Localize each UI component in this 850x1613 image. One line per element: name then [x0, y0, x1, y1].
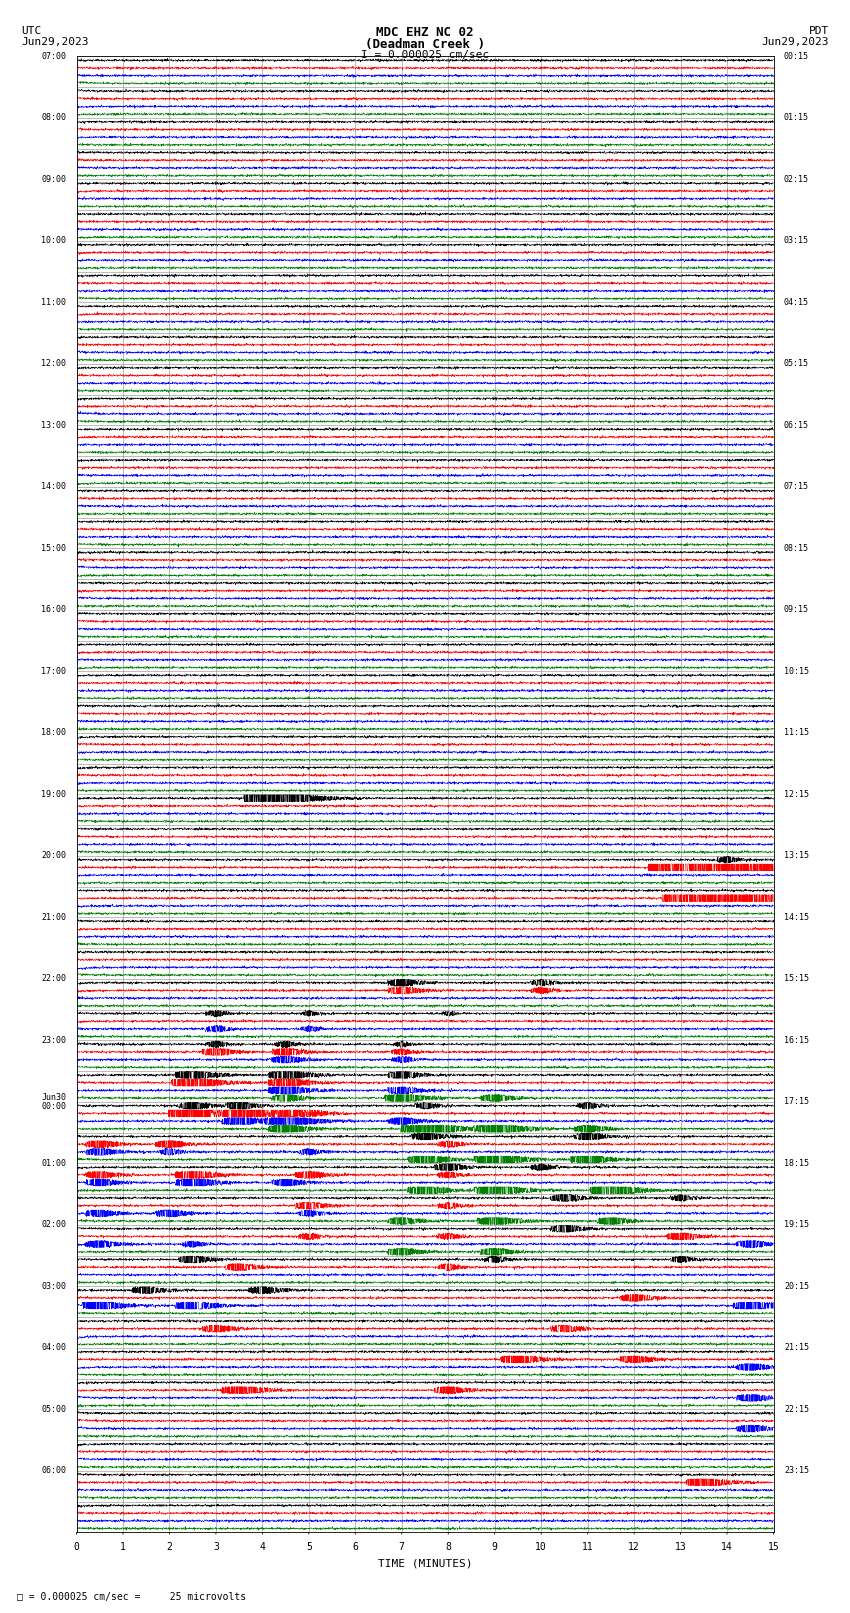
Text: 03:00: 03:00	[41, 1282, 66, 1290]
Text: 06:15: 06:15	[784, 421, 809, 431]
Text: 08:15: 08:15	[784, 544, 809, 553]
Text: 0: 0	[74, 1542, 79, 1552]
Text: 10: 10	[536, 1542, 547, 1552]
Text: 07:15: 07:15	[784, 482, 809, 492]
Text: 09:00: 09:00	[41, 174, 66, 184]
Text: 22:15: 22:15	[784, 1405, 809, 1415]
Text: 21:00: 21:00	[41, 913, 66, 923]
Text: □ = 0.000025 cm/sec =     25 microvolts: □ = 0.000025 cm/sec = 25 microvolts	[17, 1592, 246, 1602]
Text: 06:00: 06:00	[41, 1466, 66, 1476]
Text: 23:15: 23:15	[784, 1466, 809, 1476]
Text: 19:00: 19:00	[41, 790, 66, 798]
Text: 09:15: 09:15	[784, 605, 809, 615]
Text: 10:00: 10:00	[41, 237, 66, 245]
Text: 00:15: 00:15	[784, 52, 809, 61]
Text: TIME (MINUTES): TIME (MINUTES)	[377, 1558, 473, 1568]
Text: Jun29,2023: Jun29,2023	[762, 37, 829, 47]
Text: 07:00: 07:00	[41, 52, 66, 61]
Text: 10:15: 10:15	[784, 666, 809, 676]
Text: 12: 12	[628, 1542, 640, 1552]
Text: 12:00: 12:00	[41, 360, 66, 368]
Text: 05:15: 05:15	[784, 360, 809, 368]
Text: 1: 1	[120, 1542, 126, 1552]
Text: 16:00: 16:00	[41, 605, 66, 615]
Text: Jun29,2023: Jun29,2023	[21, 37, 88, 47]
Text: 18:15: 18:15	[784, 1158, 809, 1168]
Text: 14:15: 14:15	[784, 913, 809, 923]
Text: 08:00: 08:00	[41, 113, 66, 123]
Text: 02:00: 02:00	[41, 1221, 66, 1229]
Text: PDT: PDT	[808, 26, 829, 35]
Text: 6: 6	[353, 1542, 358, 1552]
Text: 02:15: 02:15	[784, 174, 809, 184]
Text: 03:15: 03:15	[784, 237, 809, 245]
Text: 23:00: 23:00	[41, 1036, 66, 1045]
Text: 01:15: 01:15	[784, 113, 809, 123]
Text: 05:00: 05:00	[41, 1405, 66, 1415]
Text: 17:15: 17:15	[784, 1097, 809, 1107]
Text: 14: 14	[721, 1542, 733, 1552]
Text: 3: 3	[213, 1542, 218, 1552]
Text: 11: 11	[581, 1542, 593, 1552]
Text: 13: 13	[675, 1542, 687, 1552]
Text: 9: 9	[492, 1542, 497, 1552]
Text: 00:00: 00:00	[41, 1102, 66, 1111]
Text: I = 0.000025 cm/sec: I = 0.000025 cm/sec	[361, 50, 489, 60]
Text: (Deadman Creek ): (Deadman Creek )	[365, 37, 485, 52]
Text: MDC EHZ NC 02: MDC EHZ NC 02	[377, 26, 473, 39]
Text: 7: 7	[399, 1542, 405, 1552]
Text: Jun30: Jun30	[41, 1094, 66, 1102]
Text: 21:15: 21:15	[784, 1344, 809, 1352]
Text: 14:00: 14:00	[41, 482, 66, 492]
Text: 12:15: 12:15	[784, 790, 809, 798]
Text: 11:15: 11:15	[784, 729, 809, 737]
Text: 22:00: 22:00	[41, 974, 66, 984]
Text: 11:00: 11:00	[41, 298, 66, 306]
Text: 15:15: 15:15	[784, 974, 809, 984]
Text: 17:00: 17:00	[41, 666, 66, 676]
Text: 4: 4	[259, 1542, 265, 1552]
Text: 2: 2	[167, 1542, 173, 1552]
Text: 15:00: 15:00	[41, 544, 66, 553]
Text: 18:00: 18:00	[41, 729, 66, 737]
Text: 13:00: 13:00	[41, 421, 66, 431]
Text: 20:15: 20:15	[784, 1282, 809, 1290]
Text: 19:15: 19:15	[784, 1221, 809, 1229]
Text: 20:00: 20:00	[41, 852, 66, 860]
Text: UTC: UTC	[21, 26, 42, 35]
Text: 5: 5	[306, 1542, 312, 1552]
Text: 04:15: 04:15	[784, 298, 809, 306]
Text: 8: 8	[445, 1542, 451, 1552]
Text: 01:00: 01:00	[41, 1158, 66, 1168]
Text: 15: 15	[768, 1542, 779, 1552]
Text: 04:00: 04:00	[41, 1344, 66, 1352]
Text: 13:15: 13:15	[784, 852, 809, 860]
Text: 16:15: 16:15	[784, 1036, 809, 1045]
